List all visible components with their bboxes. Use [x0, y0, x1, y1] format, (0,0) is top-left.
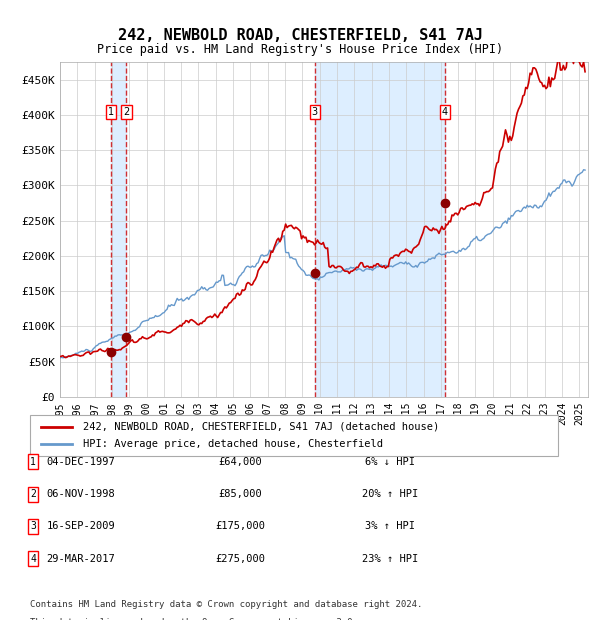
Text: 23% ↑ HPI: 23% ↑ HPI [362, 554, 418, 564]
Text: Contains HM Land Registry data © Crown copyright and database right 2024.: Contains HM Land Registry data © Crown c… [30, 600, 422, 609]
Text: 4: 4 [442, 107, 448, 117]
Text: 4: 4 [30, 554, 36, 564]
Text: 1: 1 [30, 457, 36, 467]
Text: 3: 3 [311, 107, 318, 117]
Text: £85,000: £85,000 [218, 489, 262, 499]
Text: Price paid vs. HM Land Registry's House Price Index (HPI): Price paid vs. HM Land Registry's House … [97, 43, 503, 56]
Text: 2: 2 [30, 489, 36, 499]
Text: 20% ↑ HPI: 20% ↑ HPI [362, 489, 418, 499]
Text: 1: 1 [107, 107, 113, 117]
Text: £64,000: £64,000 [218, 457, 262, 467]
Text: £175,000: £175,000 [215, 521, 265, 531]
Bar [110, 62, 127, 397]
Text: 6% ↓ HPI: 6% ↓ HPI [365, 457, 415, 467]
Text: 242, NEWBOLD ROAD, CHESTERFIELD, S41 7AJ: 242, NEWBOLD ROAD, CHESTERFIELD, S41 7AJ [118, 28, 482, 43]
FancyBboxPatch shape [30, 415, 558, 456]
Text: 16-SEP-2009: 16-SEP-2009 [47, 521, 115, 531]
Text: 06-NOV-1998: 06-NOV-1998 [47, 489, 115, 499]
Text: This data is licensed under the Open Government Licence v3.0.: This data is licensed under the Open Gov… [30, 618, 358, 620]
Text: 3% ↑ HPI: 3% ↑ HPI [365, 521, 415, 531]
Text: 242, NEWBOLD ROAD, CHESTERFIELD, S41 7AJ (detached house): 242, NEWBOLD ROAD, CHESTERFIELD, S41 7AJ… [83, 422, 439, 432]
Text: 29-MAR-2017: 29-MAR-2017 [47, 554, 115, 564]
Text: HPI: Average price, detached house, Chesterfield: HPI: Average price, detached house, Ches… [83, 440, 383, 450]
Bar [314, 62, 445, 397]
Text: 04-DEC-1997: 04-DEC-1997 [47, 457, 115, 467]
Text: £275,000: £275,000 [215, 554, 265, 564]
Text: 2: 2 [124, 107, 130, 117]
Text: 3: 3 [30, 521, 36, 531]
